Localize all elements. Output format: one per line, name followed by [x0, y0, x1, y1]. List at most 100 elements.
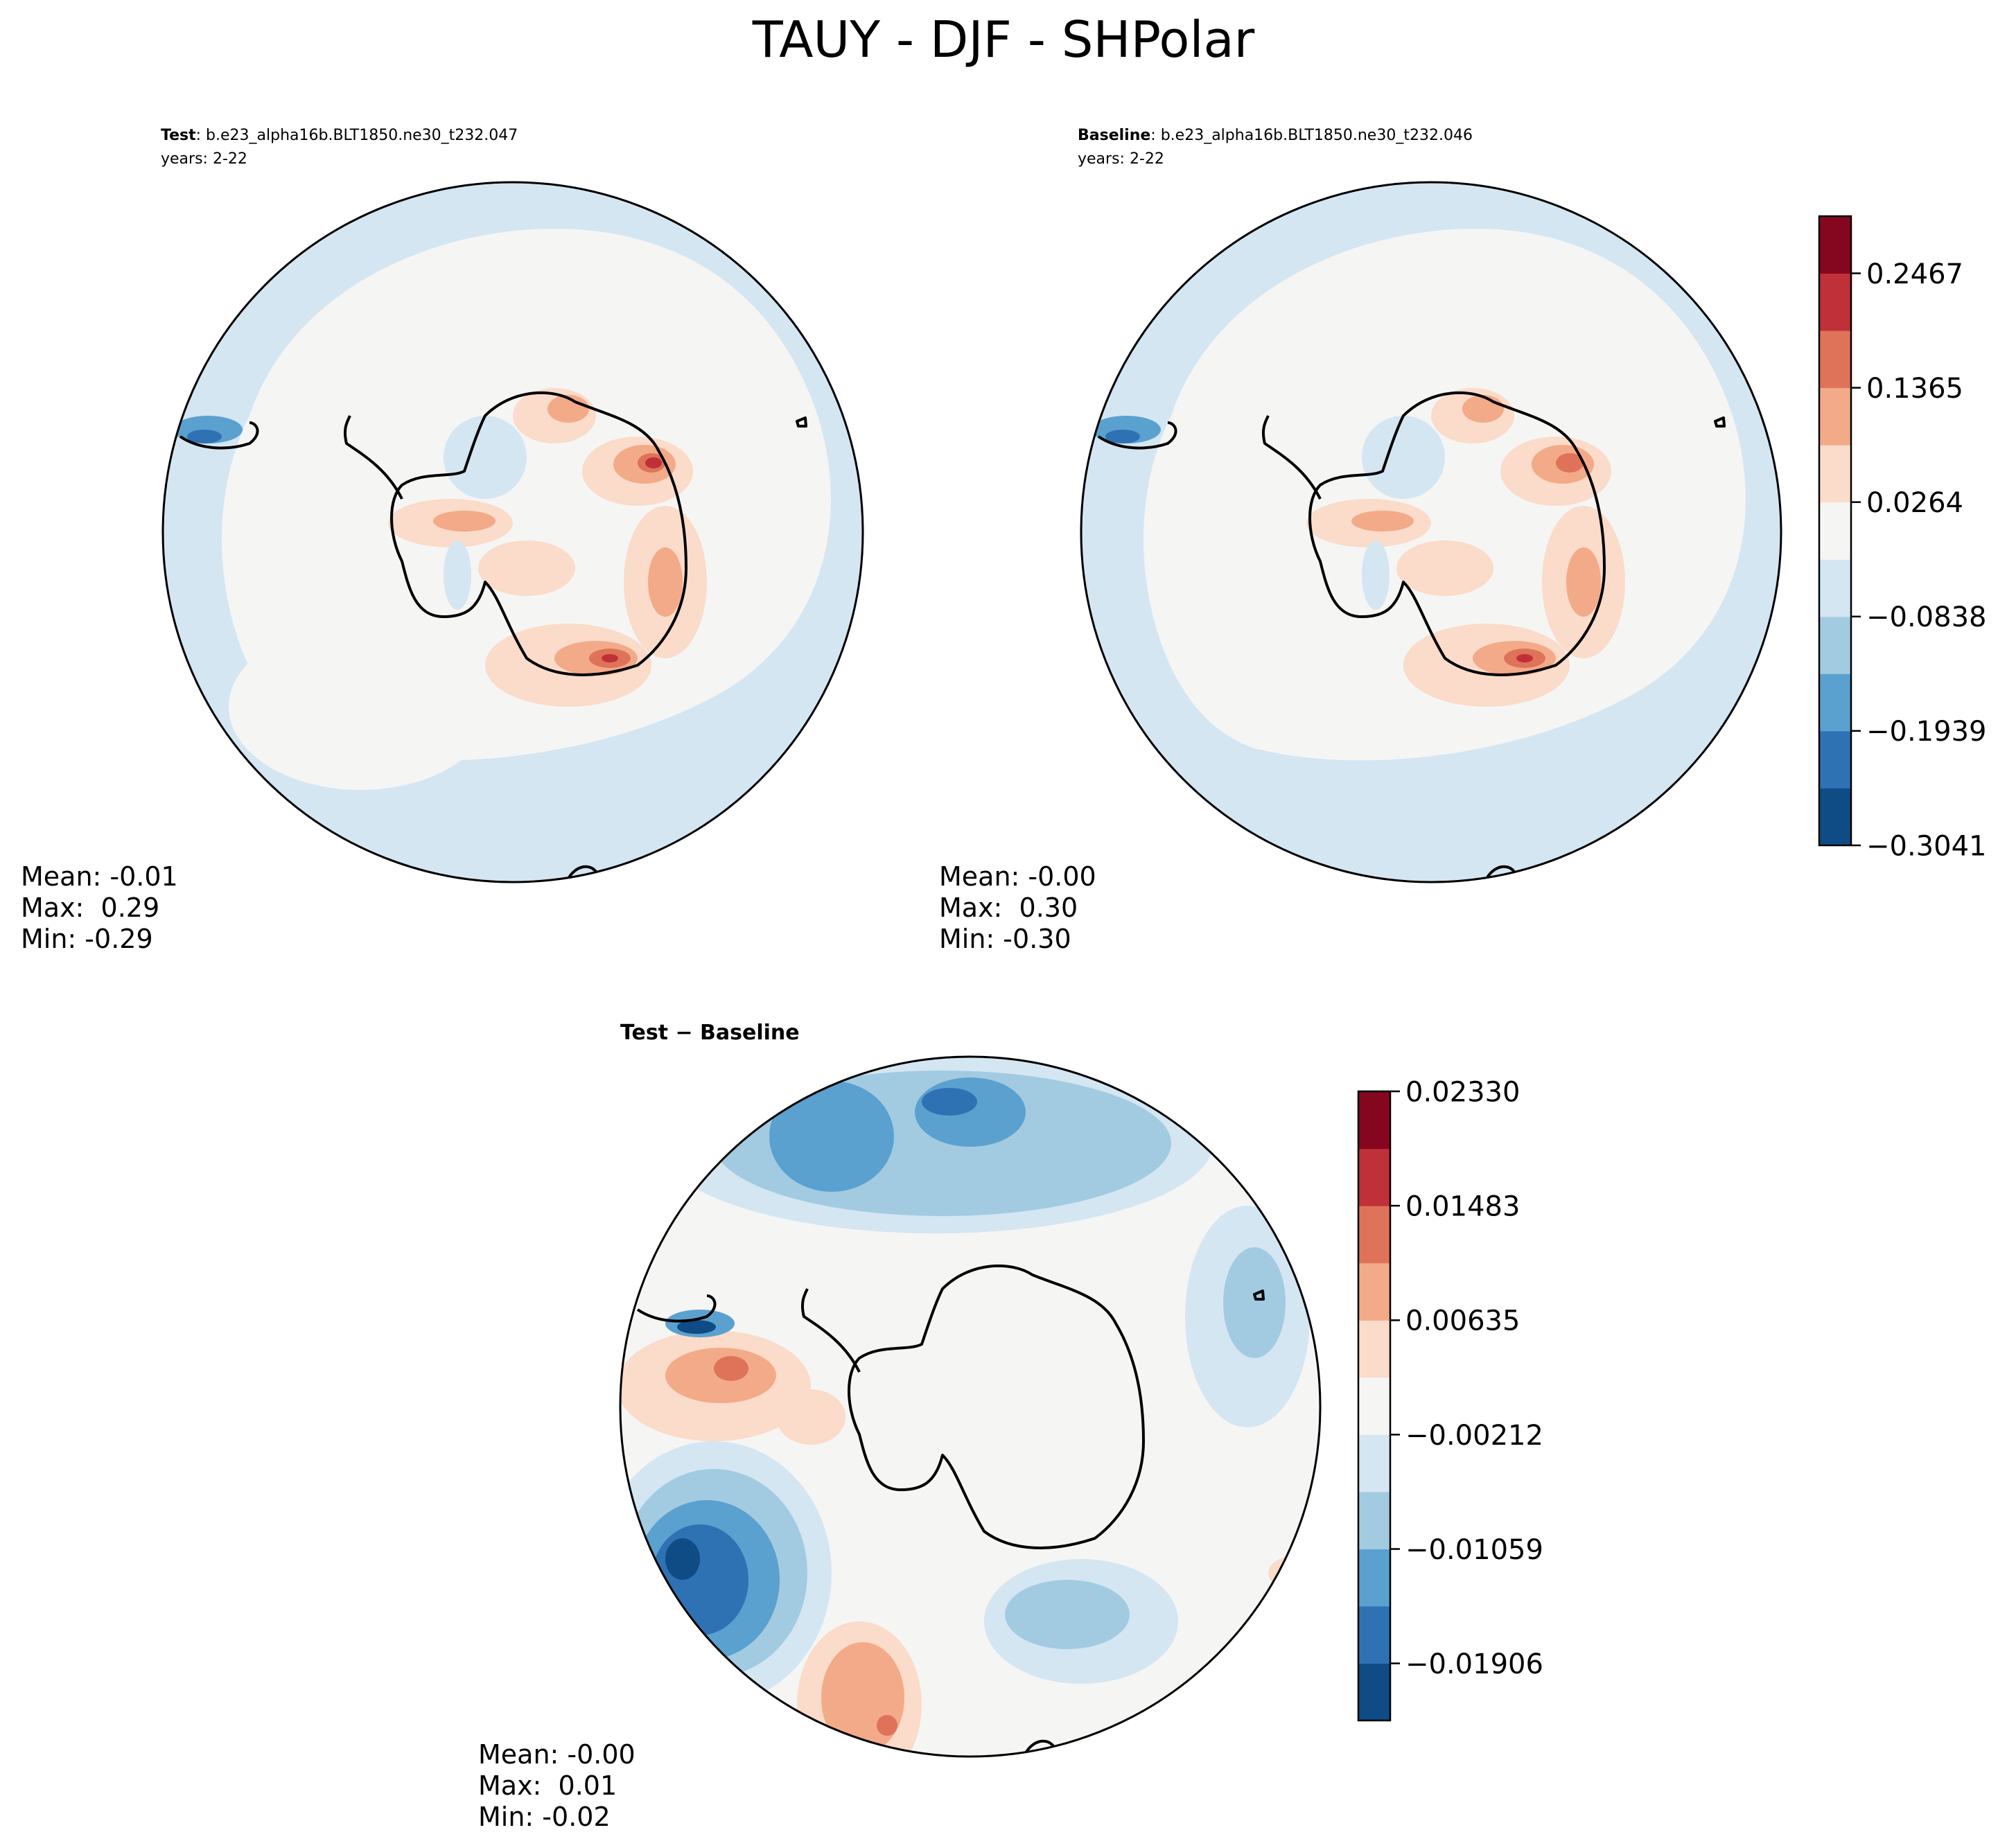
panel-difference-contour	[1268, 1556, 1320, 1590]
colorbar-difference-swatch	[1358, 1549, 1390, 1607]
panel-test-contour	[444, 540, 471, 610]
colorbar-difference-swatch	[1358, 1434, 1390, 1493]
panel-difference-contour	[922, 1088, 977, 1116]
panel-test-max: Max: 0.29	[21, 892, 159, 923]
panel-test-frame	[161, 181, 864, 883]
panel-baseline-contour	[1362, 416, 1445, 499]
colorbar-difference-tick-label: 0.01483	[1405, 1190, 1520, 1222]
panel-test-coast-south-america	[179, 421, 259, 450]
colorbar-main-outline	[1818, 215, 1852, 847]
panel-test-title-bold: Test	[161, 127, 196, 144]
panel-baseline-peninsula	[1261, 415, 1322, 500]
colorbar-difference-swatch	[1358, 1148, 1390, 1206]
colorbar-main-tick-label: −0.0838	[1866, 601, 1986, 633]
colorbar-difference-tick-label: −0.00212	[1405, 1420, 1543, 1452]
colorbar-main-swatch	[1819, 445, 1851, 503]
panel-baseline-title-bold: Baseline	[1078, 127, 1150, 144]
panel-difference-contour	[877, 1715, 897, 1736]
panel-difference-min: Min: -0.02	[478, 1802, 611, 1832]
panel-difference-contour	[776, 1389, 845, 1445]
colorbar-difference-swatch	[1358, 1491, 1390, 1549]
colorbar-main-swatch	[1819, 387, 1851, 446]
panel-difference-coastline	[848, 1264, 1145, 1549]
colorbar-difference-swatch	[1358, 1206, 1390, 1264]
panel-test-mean: Mean: -0.01	[21, 861, 178, 892]
panel-baseline-title-rest: : b.e23_alpha16b.BLT1850.ne30_t232.046	[1150, 127, 1473, 144]
panel-test-header: Test: b.e23_alpha16b.BLT1850.ne30_t232.0…	[161, 127, 518, 144]
panel-difference-contour	[677, 1320, 716, 1334]
panel-test-contour	[645, 457, 662, 468]
panel-test: Test: b.e23_alpha16b.BLT1850.ne30_t232.0…	[21, 127, 864, 954]
panel-difference-contour	[821, 1642, 904, 1753]
colorbar-main-swatch	[1819, 788, 1851, 846]
panel-difference: Test − Baseline	[478, 1021, 1322, 1832]
panel-baseline-map	[1081, 182, 1781, 882]
panel-baseline-contour	[1351, 511, 1414, 531]
panel-difference-title: Test − Baseline	[620, 1021, 800, 1045]
panel-test-contour	[433, 511, 496, 531]
panel-baseline-contour	[1462, 395, 1504, 423]
colorbar-main-swatch	[1819, 559, 1851, 617]
colorbar-main-swatch	[1819, 616, 1851, 674]
colorbar-difference-swatch	[1358, 1605, 1390, 1664]
panel-baseline-contour	[1105, 430, 1140, 443]
panel-difference-contour	[769, 1081, 894, 1192]
panel-baseline-contour	[1396, 540, 1493, 596]
panel-difference-contour	[714, 1356, 748, 1381]
colorbar-difference-tick-label: 0.02330	[1405, 1076, 1520, 1108]
panel-test-contour	[602, 654, 618, 662]
panel-difference-coast-island	[1253, 1290, 1265, 1301]
panel-difference-coast-bottom	[1024, 1739, 1055, 1754]
panel-difference-map	[620, 1057, 1320, 1757]
panel-difference-max: Max: 0.01	[478, 1770, 617, 1801]
panel-test-years: years: 2-22	[161, 150, 247, 168]
panel-test-contour	[444, 416, 527, 499]
panel-test-contour	[187, 430, 222, 443]
panel-baseline-contour	[1556, 453, 1584, 473]
panel-test-coast-bottom	[567, 865, 597, 880]
colorbar-main-swatch	[1819, 273, 1851, 331]
colorbar-main-swatch	[1819, 216, 1851, 274]
colorbar-main-swatch	[1819, 331, 1851, 389]
colorbar-main-swatch	[1819, 502, 1851, 560]
colorbar-difference-tick-label: 0.00635	[1405, 1305, 1520, 1337]
colorbar-main-swatch	[1819, 674, 1851, 732]
panel-test-contour	[478, 540, 575, 596]
panel-baseline-contour	[1362, 540, 1390, 610]
panel-difference-coast-south-america	[636, 1294, 717, 1323]
panel-test-contour	[229, 624, 492, 790]
colorbar-main-tick-label: 0.0264	[1866, 487, 1963, 519]
panel-baseline-years: years: 2-22	[1078, 150, 1164, 168]
panel-test-contour	[648, 547, 683, 617]
panel-baseline-max: Max: 0.30	[939, 892, 1078, 923]
panel-difference-contour	[665, 1538, 700, 1580]
panel-test-map	[163, 182, 863, 882]
figure-title: TAUY - DJF - SHPolar	[752, 10, 1255, 69]
panel-test-coastline	[390, 391, 687, 676]
panel-difference-peninsula	[800, 1288, 861, 1373]
panel-baseline-coastline	[1308, 391, 1606, 676]
colorbar-difference-tick-label: −0.01906	[1405, 1648, 1543, 1680]
colorbar-difference-outline	[1357, 1090, 1392, 1722]
panel-baseline-contour	[1566, 547, 1601, 617]
colorbar-difference: 0.02330 0.01483 0.00635 −0.00212 −0.01059 −0.…	[1357, 1076, 1543, 1722]
colorbar-main-tick-label: 0.1365	[1866, 373, 1963, 405]
panel-difference-contour	[1223, 1247, 1286, 1358]
colorbar-main-swatch	[1819, 730, 1851, 789]
colorbar-main: 0.2467 0.1365 0.0264 −0.0838 −0.1939 −0.3041	[1818, 215, 1986, 862]
colorbar-difference-swatch	[1358, 1320, 1390, 1378]
panel-baseline-coast-island	[1714, 416, 1726, 428]
panel-test-min: Min: -0.29	[21, 924, 153, 954]
colorbar-main-tick-label: −0.3041	[1866, 830, 1986, 862]
panel-baseline-frame	[1080, 181, 1782, 883]
colorbar-difference-tick-label: −0.01059	[1405, 1534, 1543, 1566]
panel-baseline-mean: Mean: -0.00	[939, 861, 1096, 892]
panel-baseline-coast-bottom	[1485, 865, 1516, 880]
panel-difference-contour	[1005, 1580, 1130, 1649]
panel-difference-frame	[619, 1055, 1322, 1758]
panel-baseline: Baseline: b.e23_alpha16b.BLT1850.ne30_t2…	[939, 127, 1782, 954]
panel-test-title-rest: : b.e23_alpha16b.BLT1850.ne30_t232.047	[196, 127, 518, 144]
panel-difference-mean: Mean: -0.00	[478, 1739, 636, 1770]
colorbar-difference-swatch	[1358, 1091, 1390, 1150]
